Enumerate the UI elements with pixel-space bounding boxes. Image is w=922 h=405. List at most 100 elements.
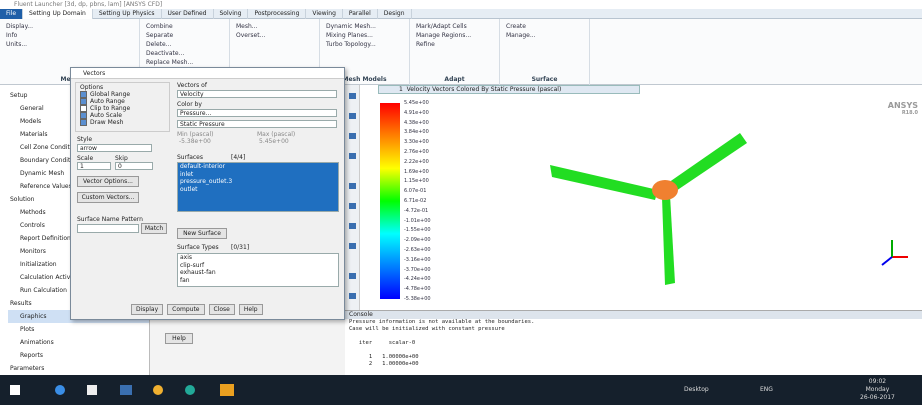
title-bar: Fluent Launcher [3d, dp, pbns, lam] [ANS… xyxy=(0,0,922,9)
ribbon-group-label: Mesh Models xyxy=(342,76,387,83)
surface-type-item[interactable]: axis xyxy=(180,254,193,261)
surface-item[interactable]: default-interior xyxy=(180,163,226,170)
tree-item[interactable]: Materials xyxy=(20,131,48,138)
dialog-button[interactable]: Display xyxy=(131,304,164,315)
tree-item[interactable]: Monitors xyxy=(20,248,46,255)
tree-item[interactable]: Parameters xyxy=(10,365,45,372)
scale-input[interactable]: 1 xyxy=(77,162,111,170)
ribbon-tab[interactable]: Postprocessing xyxy=(248,9,307,19)
ribbon-button[interactable]: Manage... xyxy=(506,32,536,39)
axis-triad xyxy=(881,240,908,266)
tree-item[interactable]: Report Definitions xyxy=(20,235,74,242)
ribbon-group: Mark/Adapt Cells Manage Regions... Refine A… xyxy=(410,19,500,85)
ribbon-button[interactable]: Turbo Topology... xyxy=(326,41,376,48)
ribbon-button[interactable]: Replace Mesh... xyxy=(146,59,194,66)
help-button[interactable]: Help xyxy=(165,333,193,344)
colorbar-label: 3.84e+00 xyxy=(404,129,429,136)
colorbar-label: -4.72e-01 xyxy=(404,207,429,214)
style-select[interactable]: arrow xyxy=(77,144,152,152)
ribbon-tab[interactable]: Design xyxy=(378,9,412,19)
ribbon-tab[interactable]: User Defined xyxy=(162,9,214,19)
dialog-button[interactable]: Help xyxy=(238,304,263,315)
ribbon-button[interactable]: Manage Regions... xyxy=(416,32,472,39)
surface-item[interactable]: pressure_outlet.3 xyxy=(180,178,233,185)
graphics-tab[interactable]: 1 Velocity Vectors Colored By Static Pre… xyxy=(378,85,640,94)
ribbon-button[interactable]: Overset... xyxy=(236,32,266,39)
option-checkbox[interactable]: Auto Scale xyxy=(80,112,165,119)
dialog-button[interactable]: Compute xyxy=(167,304,205,315)
surface-types-list[interactable]: axis clip-surf exhaust-fan fan xyxy=(177,253,339,287)
dialog-buttons: Display Compute Close Help xyxy=(131,304,291,315)
tree-item[interactable]: Methods xyxy=(20,209,46,216)
ribbon-tab[interactable]: Setting Up Domain xyxy=(23,9,93,19)
match-button[interactable]: Match xyxy=(141,223,167,234)
console-line: 2 1.00000e+00 xyxy=(349,361,419,367)
colorbar-labels: 5.45e+00 4.91e+00 4.38e+00 3.84e+00 3.30e+00… xyxy=(404,100,464,302)
skip-input[interactable]: 0 xyxy=(115,162,153,170)
ribbon-button[interactable]: Deactivate... xyxy=(146,50,185,57)
ribbon-button[interactable]: Units... xyxy=(6,41,28,48)
option-checkbox[interactable]: Clip to Range xyxy=(80,105,165,112)
surfaces-label: Surfaces xyxy=(177,154,203,161)
surface-item[interactable]: inlet xyxy=(180,170,194,178)
surface-types-count: [0/31] xyxy=(231,244,250,251)
ribbon-button[interactable]: Mesh... xyxy=(236,23,258,30)
tree-item[interactable]: Initialization xyxy=(20,261,57,268)
tree-item[interactable]: Plots xyxy=(20,326,35,333)
ribbon-button[interactable]: Display... xyxy=(6,23,33,30)
option-checkbox[interactable]: Draw Mesh xyxy=(80,119,165,126)
tree-item[interactable]: General xyxy=(20,105,44,112)
ribbon-button[interactable]: Info xyxy=(6,32,18,39)
option-checkbox[interactable]: Global Range xyxy=(80,91,165,98)
surfaces-list[interactable]: default-interior inlet pressure_outlet.3 ou… xyxy=(177,162,339,212)
surface-item[interactable]: outlet xyxy=(180,185,198,193)
surface-type-item[interactable]: fan xyxy=(180,276,190,284)
ribbon-tab[interactable]: Solving xyxy=(214,9,249,19)
ribbon-button[interactable]: Dynamic Mesh... xyxy=(326,23,376,30)
vectors-of-select[interactable]: Velocity xyxy=(177,90,337,98)
colorbar-label: -4.24e+00 xyxy=(404,276,431,283)
tree-item[interactable]: Models xyxy=(20,118,42,125)
taskbar: Desktop ENG 09:02 Monday 26-06-2017 xyxy=(0,375,922,405)
pattern-input[interactable] xyxy=(77,224,139,233)
tree-item[interactable]: Cell Zone Conditions xyxy=(20,144,83,151)
ribbon-button[interactable]: Delete... xyxy=(146,41,172,48)
surface-types-label: Surface Types xyxy=(177,244,219,251)
custom-vectors-button[interactable]: Custom Vectors... xyxy=(77,192,139,203)
surface-type-item[interactable]: clip-surf xyxy=(180,261,205,269)
surface-type-item[interactable]: exhaust-fan xyxy=(180,269,216,276)
ribbon-button[interactable]: Refine xyxy=(416,41,435,48)
colorbar-label: 4.38e+00 xyxy=(404,119,429,126)
ribbon-tab[interactable]: Viewing xyxy=(306,9,343,19)
ribbon-group: Dynamic Mesh... Mixing Planes... Turbo Top… xyxy=(320,19,410,85)
ribbon-button[interactable]: Create xyxy=(506,23,526,30)
new-surface-button[interactable]: New Surface xyxy=(177,228,227,239)
console-line xyxy=(349,347,922,354)
tree-item[interactable]: Setup xyxy=(10,92,28,99)
tree-item[interactable]: Boundary Conditions xyxy=(20,157,83,164)
vector-options-button[interactable]: Vector Options... xyxy=(77,176,139,187)
ribbon-tab[interactable]: Setting Up Physics xyxy=(93,9,162,19)
tree-item[interactable]: Results xyxy=(10,300,32,307)
date: 26-06-2017 xyxy=(860,394,895,401)
color-by-sub-select[interactable]: Static Pressure xyxy=(177,120,337,128)
tree-item[interactable]: Solution xyxy=(10,196,35,203)
tree-item[interactable]: Animations xyxy=(20,339,54,346)
ribbon-button[interactable]: Mark/Adapt Cells xyxy=(416,23,467,30)
ribbon-tab[interactable]: File xyxy=(0,9,24,19)
color-by-select[interactable]: Pressure... xyxy=(177,109,337,117)
tree-item[interactable]: Run Calculation xyxy=(20,287,67,294)
taskbar-lang: ENG xyxy=(760,386,773,393)
dialog-button[interactable]: Close xyxy=(208,304,235,315)
ribbon-button[interactable]: Combine xyxy=(146,23,173,30)
ribbon-tab[interactable]: Parallel xyxy=(343,9,378,19)
ribbon-button[interactable]: Mixing Planes... xyxy=(326,32,373,39)
tree-item[interactable]: Calculation Activities xyxy=(20,274,83,281)
option-checkbox[interactable]: Auto Range xyxy=(80,98,165,105)
ribbon-button[interactable]: Separate xyxy=(146,32,174,39)
tree-item[interactable]: Dynamic Mesh xyxy=(20,170,65,177)
ribbon-group: Display... Info Units... Mesh xyxy=(0,19,140,85)
tree-item[interactable]: Controls xyxy=(20,222,45,229)
tree-item[interactable]: Reference Values xyxy=(20,183,72,190)
tree-item[interactable]: Reports xyxy=(20,352,44,359)
